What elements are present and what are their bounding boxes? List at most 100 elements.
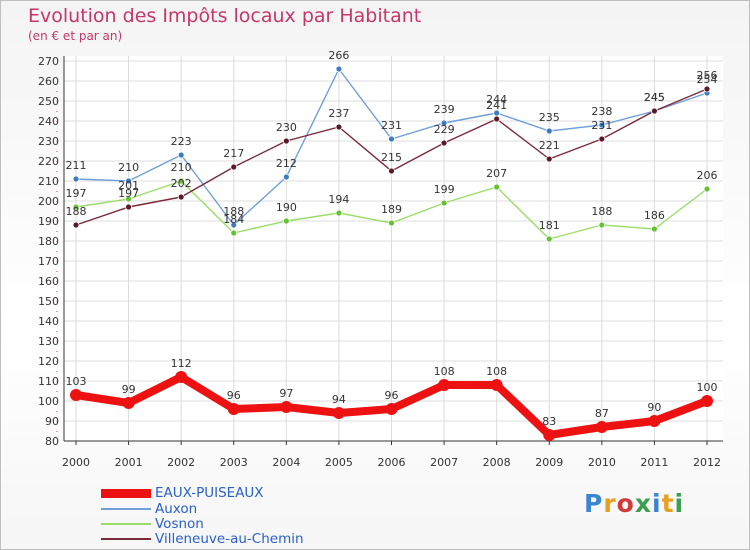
x-tick-label-2001: 2001	[115, 456, 143, 469]
point-vosnon-2001	[125, 195, 132, 203]
legend-swatch	[101, 508, 151, 510]
y-tick-label-250: 250	[38, 95, 59, 108]
y-tick-label-100: 100	[38, 395, 59, 408]
y-tick-label-230: 230	[38, 135, 59, 148]
x-tick-label-2009: 2009	[535, 456, 563, 469]
point-eaux-puiseaux-2011	[648, 415, 661, 427]
point-vosnon-2011	[651, 225, 658, 233]
x-tick-label-2007: 2007	[430, 456, 458, 469]
point-auxon-2000	[72, 175, 80, 183]
logo-letter: t	[661, 489, 675, 518]
data-label-auxon-2005: 266	[328, 49, 349, 62]
data-label-eaux-puiseaux-2007: 108	[434, 365, 455, 378]
legend-swatch	[101, 523, 151, 525]
data-label-auxon-2002: 223	[171, 135, 192, 148]
x-tick-label-2005: 2005	[325, 456, 353, 469]
data-label-eaux-puiseaux-2009: 83	[542, 415, 556, 428]
logo-letter: i	[674, 489, 685, 518]
data-label-vosnon-2004: 190	[276, 201, 297, 214]
point-vosnon-2002	[177, 177, 185, 185]
data-label-villeneuve-au-chemin-2001: 197	[118, 187, 139, 200]
y-tick-label-140: 140	[38, 315, 59, 328]
data-label-eaux-puiseaux-2006: 96	[385, 389, 399, 402]
point-villeneuve-au-chemin-2012	[703, 85, 711, 93]
y-tick-label-170: 170	[38, 255, 59, 268]
data-label-eaux-puiseaux-2012: 100	[697, 381, 718, 394]
y-tick-label-200: 200	[38, 195, 59, 208]
point-auxon-2001	[125, 177, 132, 185]
logo-letter: P	[584, 489, 604, 518]
data-label-auxon-2012: 254	[697, 73, 718, 86]
point-eaux-puiseaux-2006	[385, 403, 398, 415]
data-label-auxon-2008: 244	[486, 93, 507, 106]
data-label-vosnon-2009: 181	[539, 219, 560, 232]
point-villeneuve-au-chemin-2002	[177, 193, 185, 201]
y-tick-label-190: 190	[38, 215, 59, 228]
point-auxon-2007	[440, 119, 448, 127]
logo-letter: o	[616, 489, 635, 518]
point-villeneuve-au-chemin-2007	[440, 139, 448, 147]
data-label-vosnon-2000: 197	[66, 187, 87, 200]
point-eaux-puiseaux-2000	[70, 389, 82, 401]
y-tick-label-260: 260	[38, 75, 59, 88]
data-label-vosnon-2011: 186	[644, 209, 665, 222]
legend-label: Auxon	[155, 501, 198, 517]
data-label-vosnon-2001: 201	[118, 179, 139, 192]
point-eaux-puiseaux-2004	[280, 401, 293, 413]
data-label-auxon-2004: 212	[276, 157, 297, 170]
y-tick-label-220: 220	[38, 155, 59, 168]
data-label-vosnon-2006: 189	[381, 203, 402, 216]
point-auxon-2002	[177, 151, 185, 159]
y-tick-label-240: 240	[38, 115, 59, 128]
data-label-auxon-2007: 239	[434, 103, 455, 116]
x-tick-label-2011: 2011	[640, 456, 668, 469]
y-tick-label-270: 270	[38, 55, 59, 68]
data-label-eaux-puiseaux-2000: 103	[66, 375, 87, 388]
y-tick-label-80: 80	[45, 435, 59, 448]
point-vosnon-2004	[282, 217, 290, 225]
legend-swatch	[101, 488, 151, 498]
data-label-eaux-puiseaux-2011: 90	[647, 401, 661, 414]
legend-item-villeneuve-au-chemin: Villeneuve-au-Chemin	[101, 531, 304, 547]
data-label-vosnon-2005: 194	[328, 193, 349, 206]
x-tick-label-2008: 2008	[483, 456, 511, 469]
data-label-villeneuve-au-chemin-2003: 217	[223, 147, 244, 160]
data-label-auxon-2011: 245	[644, 91, 665, 104]
point-eaux-puiseaux-2005	[332, 407, 345, 419]
point-auxon-2005	[335, 65, 343, 73]
point-villeneuve-au-chemin-2010	[598, 135, 606, 143]
data-label-auxon-2006: 231	[381, 119, 402, 132]
legend-item-vosnon: Vosnon	[101, 516, 204, 532]
point-eaux-puiseaux-2002	[175, 371, 188, 383]
point-auxon-2009	[545, 127, 553, 135]
legend-item-auxon: Auxon	[101, 501, 197, 517]
data-label-villeneuve-au-chemin-2008: 241	[486, 99, 507, 112]
point-eaux-puiseaux-2012	[701, 395, 713, 407]
y-tick-label-180: 180	[38, 235, 59, 248]
point-vosnon-2000	[72, 203, 80, 211]
x-tick-label-2010: 2010	[588, 456, 616, 469]
point-villeneuve-au-chemin-2005	[335, 123, 343, 131]
data-label-villeneuve-au-chemin-2002: 202	[171, 177, 192, 190]
point-villeneuve-au-chemin-2000	[72, 221, 80, 229]
data-label-eaux-puiseaux-2003: 96	[227, 389, 241, 402]
point-eaux-puiseaux-2001	[122, 397, 135, 409]
logo-letter: x	[634, 489, 652, 518]
data-label-auxon-2003: 188	[223, 205, 244, 218]
point-vosnon-2010	[598, 221, 606, 229]
data-label-villeneuve-au-chemin-2009: 221	[539, 139, 560, 152]
data-label-eaux-puiseaux-2001: 99	[122, 383, 136, 396]
y-tick-label-150: 150	[38, 295, 59, 308]
y-tick-label-110: 110	[38, 375, 59, 388]
legend-label: EAUX-PUISEAUX	[155, 485, 264, 501]
data-label-villeneuve-au-chemin-2004: 230	[276, 121, 297, 134]
chart-subtitle: (en € et par an)	[28, 29, 123, 43]
point-auxon-2004	[282, 173, 290, 181]
data-label-auxon-2000: 211	[66, 159, 87, 172]
data-label-villeneuve-au-chemin-2007: 229	[434, 123, 455, 136]
point-auxon-2003	[230, 221, 238, 229]
data-label-auxon-2010: 238	[591, 105, 612, 118]
data-label-eaux-puiseaux-2010: 87	[595, 407, 609, 420]
data-label-villeneuve-au-chemin-2006: 215	[381, 151, 402, 164]
